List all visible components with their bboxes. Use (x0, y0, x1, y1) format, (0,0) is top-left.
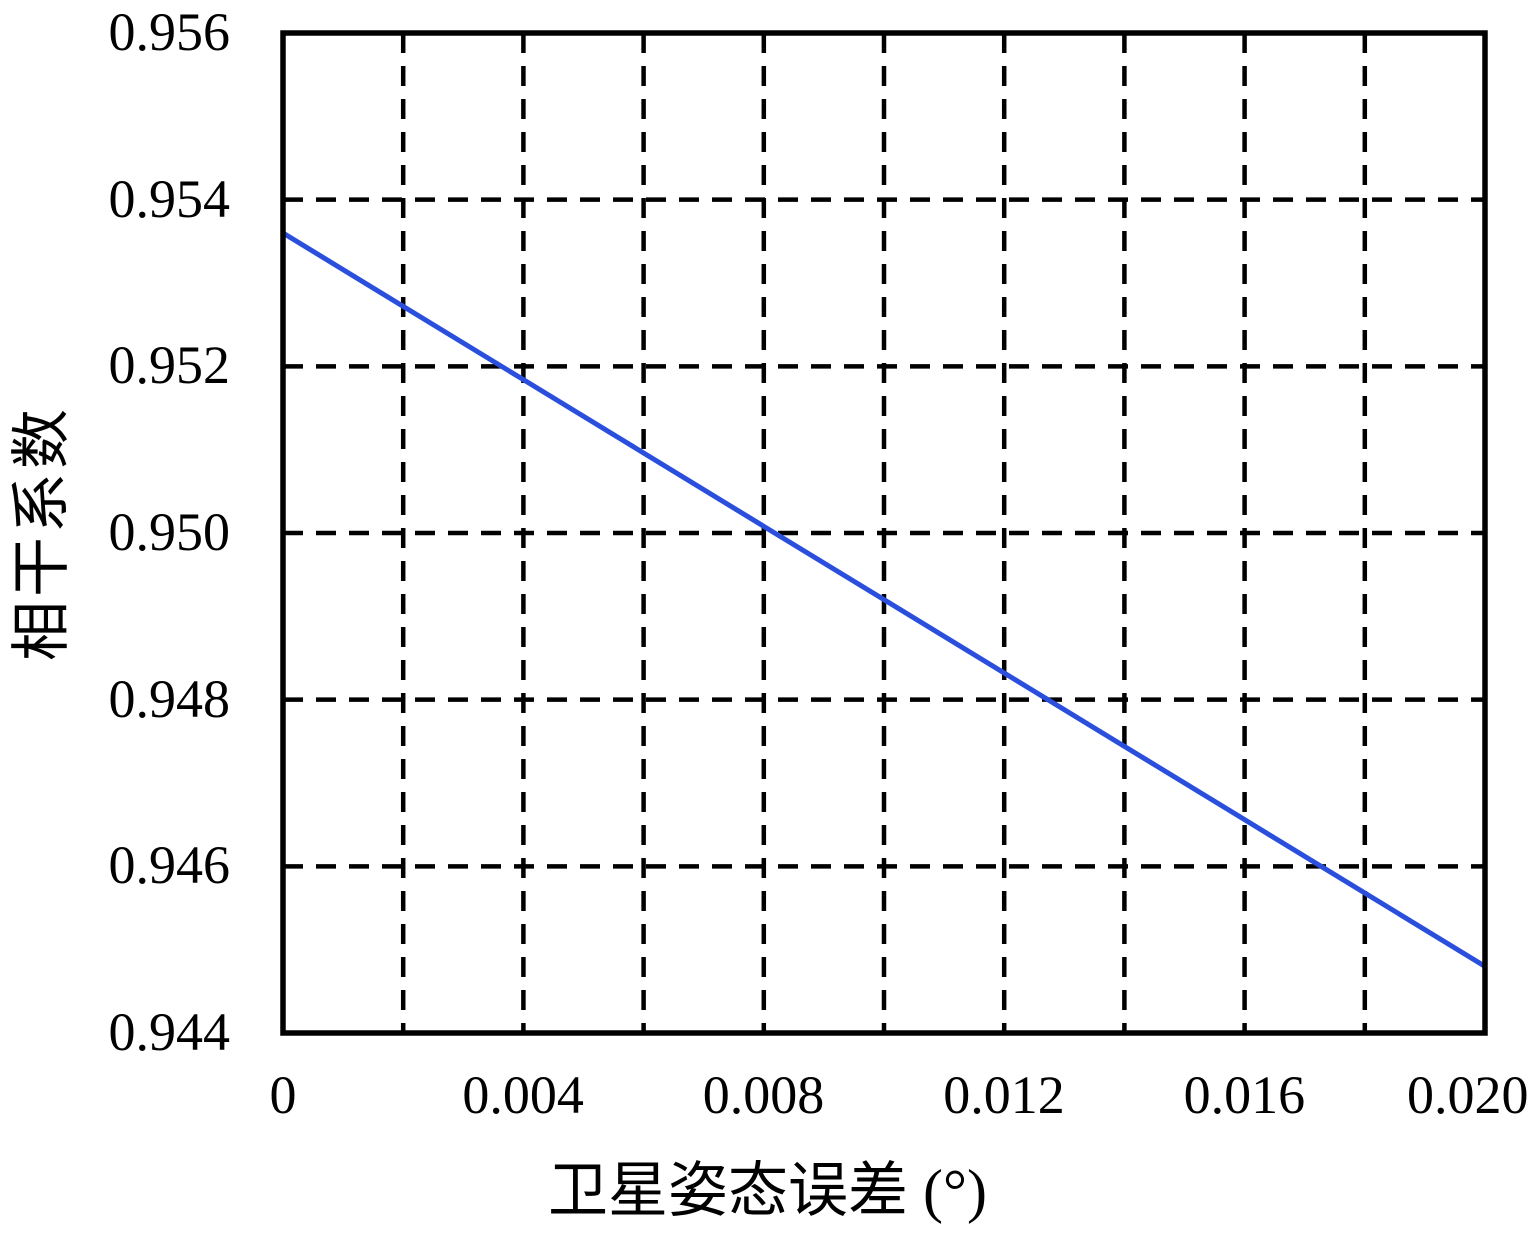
y-tick-label: 0.950 (108, 501, 231, 562)
x-tick-label: 0.020 (1407, 1065, 1529, 1125)
y-tick-label: 0.952 (108, 335, 231, 396)
plot-border (280, 30, 1488, 1036)
x-tick-label: 0.016 (1183, 1065, 1306, 1125)
x-axis-title: 卫星姿态误差 (°) (548, 1158, 987, 1224)
y-tick-label: 0.946 (108, 835, 231, 896)
x-tick-label: 0.004 (462, 1065, 584, 1125)
y-tick-label: 0.954 (108, 168, 231, 229)
y-tick-label: 0.956 (108, 1, 231, 62)
y-tick-label: 0.948 (108, 668, 231, 729)
x-tick-label: 0 (269, 1065, 297, 1125)
y-axis-title: 相干系数 (9, 405, 75, 661)
x-tick-label: 0.008 (702, 1065, 825, 1125)
x-tick-label: 0.012 (943, 1065, 1065, 1125)
series-line (280, 230, 1488, 969)
y-tick-label: 0.944 (108, 1001, 231, 1062)
